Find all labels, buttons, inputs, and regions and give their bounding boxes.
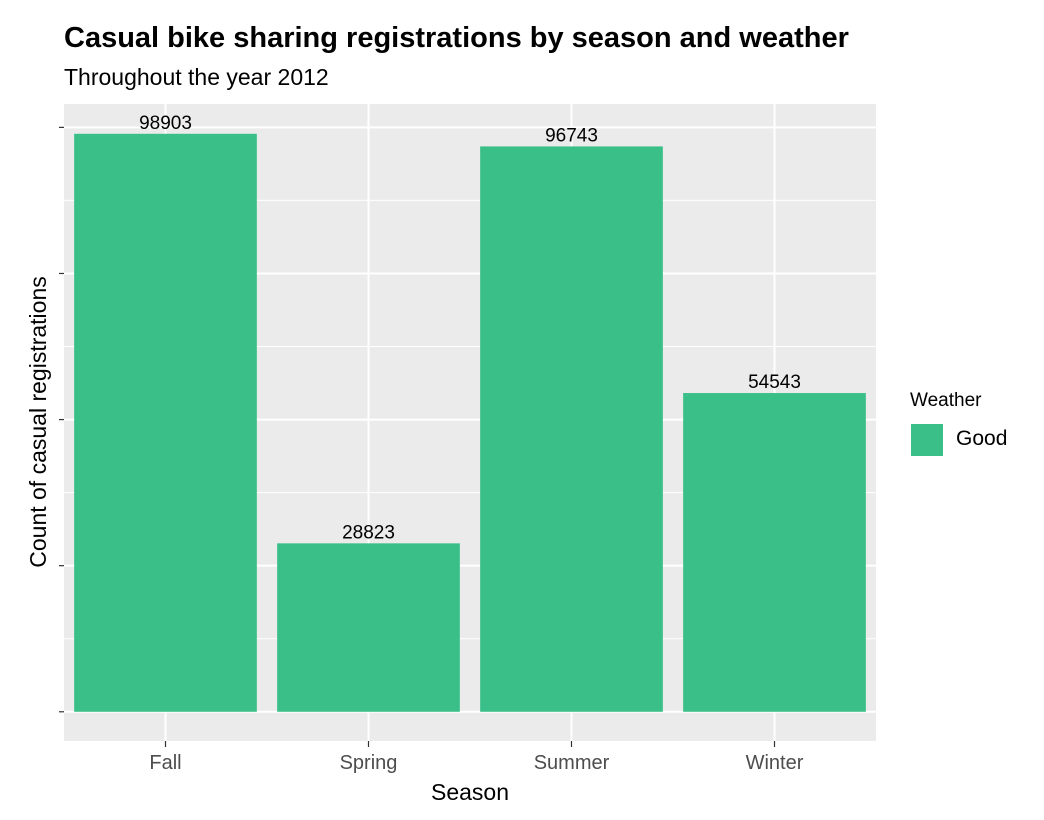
y-axis-ticks [59, 126, 64, 713]
bar-summer [480, 146, 663, 712]
data-label-summer: 96743 [545, 125, 598, 146]
chart-title: Casual bike sharing registrations by sea… [64, 22, 849, 54]
x-tick-label-fall: Fall [149, 752, 181, 774]
chart-subtitle: Throughout the year 2012 [64, 64, 329, 90]
data-label-fall: 98903 [139, 113, 192, 134]
data-label-spring: 28823 [342, 522, 395, 543]
data-labels: 98903 28823 96743 54543 [139, 113, 801, 544]
data-label-winter: 54543 [748, 372, 801, 393]
x-axis-ticks: Fall Spring Summer Winter [149, 741, 804, 774]
legend-title: Weather [910, 390, 982, 411]
y-axis-title: Count of casual registrations [25, 276, 51, 568]
bars [74, 133, 866, 712]
x-axis-title: Season [431, 779, 509, 805]
x-tick-label-summer: Summer [534, 752, 610, 774]
x-tick-label-spring: Spring [340, 752, 398, 774]
bar-spring [277, 543, 460, 712]
bar-fall [74, 133, 257, 712]
bar-winter [683, 393, 866, 712]
legend-label-good: Good [956, 427, 1008, 450]
legend-key-good [911, 424, 943, 456]
x-tick-label-winter: Winter [746, 752, 804, 774]
